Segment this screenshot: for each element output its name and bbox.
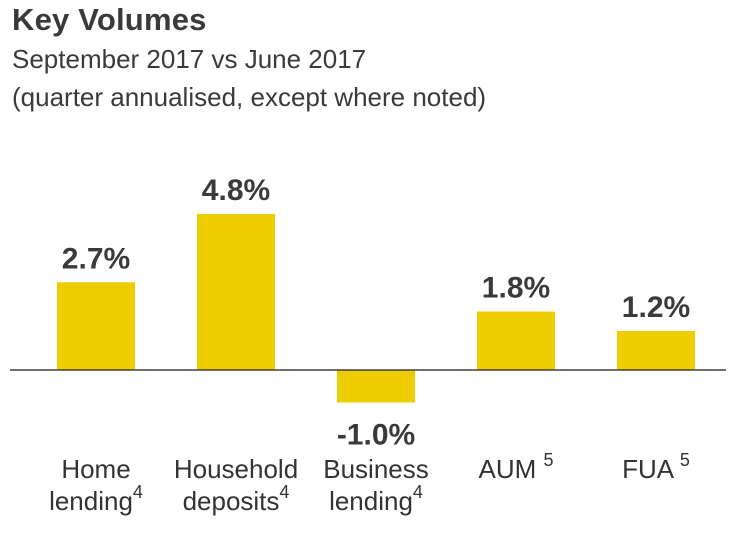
footnote-marker: 4 — [279, 482, 290, 503]
bar-2 — [197, 214, 275, 370]
footnote-marker: 5 — [543, 450, 554, 471]
footnote-marker: 5 — [679, 450, 690, 471]
category-label-1: Home lending4 — [21, 453, 171, 517]
value-label-4: 1.8% — [482, 272, 550, 305]
chart-title: Key Volumes — [12, 2, 207, 37]
value-label-3: -1.0% — [337, 419, 415, 452]
value-label-5: 1.2% — [622, 291, 690, 324]
category-label-4: AUM 5 — [441, 450, 591, 485]
category-label-5: FUA 5 — [581, 450, 731, 485]
bar-3 — [337, 370, 415, 403]
chart-note: (quarter annualised, except where noted) — [12, 82, 487, 112]
category-label-line2: lending4 — [49, 482, 143, 516]
value-label-1: 2.7% — [62, 242, 130, 275]
bars-group — [57, 214, 695, 403]
footnote-marker: 4 — [412, 482, 423, 503]
bar-1 — [57, 282, 135, 370]
category-label-line1: AUM 5 — [478, 450, 554, 484]
chart-subtitle: September 2017 vs June 2017 — [12, 44, 367, 74]
category-label-line1: FUA 5 — [622, 450, 690, 484]
category-label-line2: deposits4 — [182, 482, 290, 516]
category-label-2: Household deposits4 — [161, 453, 311, 517]
category-label-3: Business lending4 — [301, 453, 451, 517]
category-label-line1: Household — [173, 454, 299, 484]
category-label-line2: lending4 — [329, 482, 423, 516]
value-label-2: 4.8% — [202, 174, 270, 207]
category-label-line1: Home — [61, 454, 131, 484]
footnote-marker: 4 — [132, 482, 143, 503]
bar-5 — [617, 331, 695, 370]
value-labels-group: 2.7% 4.8% -1.0% 1.8% 1.2% — [62, 174, 690, 452]
bar-4 — [477, 311, 555, 370]
category-label-line1: Business — [323, 454, 429, 484]
